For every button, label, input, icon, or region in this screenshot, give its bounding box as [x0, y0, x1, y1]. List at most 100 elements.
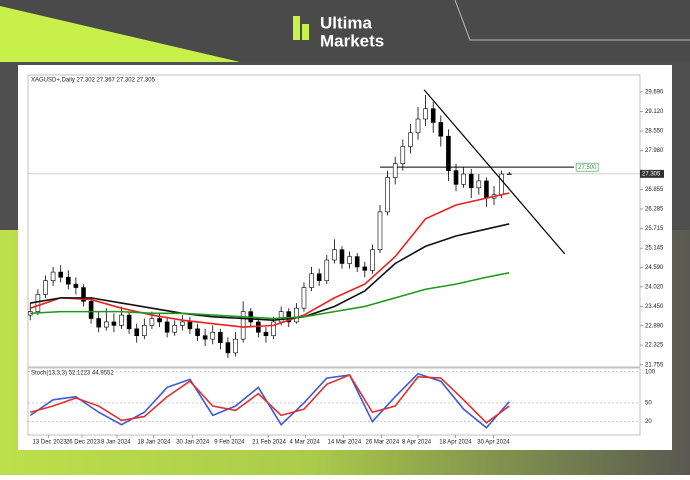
candle-body [65, 276, 71, 285]
candle-body [370, 249, 375, 271]
candle-body [362, 266, 368, 271]
y-tick-label: 23.450 [645, 304, 664, 310]
candle-body [134, 328, 140, 337]
candle-body [43, 280, 48, 295]
logo: Ultima Markets [293, 13, 384, 50]
y-tick-label: 26.855 [645, 187, 664, 193]
y-tick-label: 25.145 [645, 246, 664, 252]
y-tick-label: 28.550 [645, 129, 664, 135]
y-tick-label: 24.590 [645, 265, 664, 271]
candle-body [499, 173, 504, 195]
candle-body [484, 180, 489, 199]
candle-body [271, 321, 276, 337]
x-tick-label: 13 Dec 2023 [33, 440, 68, 446]
candle-body [73, 283, 79, 288]
moving-average [30, 271, 510, 320]
candle-body [202, 335, 208, 340]
logo-bar [293, 16, 300, 40]
candle-body [210, 331, 216, 340]
candle-body [438, 122, 444, 137]
candle-body [301, 287, 307, 309]
candle-body [294, 307, 299, 323]
y-tick-label: 20 [645, 419, 652, 425]
candle-body [164, 321, 170, 333]
y-tick-label: 24.020 [645, 284, 664, 290]
price-panel [27, 74, 641, 368]
candle-body [385, 177, 390, 213]
candle-body [187, 321, 193, 330]
y-tick-label: 22.325 [645, 343, 664, 349]
x-tick-label: 8 Jan 2024 [101, 440, 131, 446]
x-tick-label: 30 Jan 2024 [176, 440, 210, 446]
trendline [423, 89, 566, 255]
candle-body [354, 256, 360, 268]
x-tick-label: 8 Apr 2024 [402, 440, 432, 446]
x-tick-label: 18 Apr 2024 [439, 440, 472, 446]
chart-frame [18, 65, 672, 450]
candle-body [446, 135, 451, 171]
moving-average [30, 223, 510, 322]
candle-body [225, 342, 231, 354]
candle-body [453, 170, 459, 185]
logo-bar [302, 24, 309, 40]
candle-body [126, 314, 132, 330]
candle-body [468, 173, 474, 189]
last-price-label: 27.305 [642, 171, 661, 177]
candle-body [339, 249, 345, 264]
candle-body [81, 287, 86, 302]
x-tick-label: 21 Feb 2024 [252, 440, 286, 446]
x-tick-label: 9 Feb 2024 [214, 440, 245, 446]
hline-label-box [575, 162, 599, 172]
candle-body [180, 321, 185, 326]
moving-average [30, 192, 510, 328]
stoch-panel [27, 367, 641, 436]
candle-body [195, 328, 200, 337]
candle-body [172, 325, 178, 333]
hline-label: 27.500 [578, 165, 597, 171]
last-price-box [640, 169, 664, 178]
chart-title: XAGUSD+,Daily 27.302 27.367 27.302 27.30… [31, 78, 156, 84]
y-tick-label: 29.120 [645, 109, 664, 115]
candle-body [233, 338, 238, 354]
candle-body [476, 180, 482, 189]
candle-body [218, 331, 223, 343]
candle-body [263, 331, 269, 337]
candle-body [88, 301, 94, 319]
candle-body [142, 325, 147, 337]
candle-body [111, 321, 117, 326]
y-tick-label: 29.690 [645, 89, 664, 95]
y-tick-label: 26.285 [645, 207, 664, 213]
candle-body [400, 146, 406, 165]
bg-lime [0, 6, 240, 62]
stoch-title: Stoch(13,3,3) 52.1223 44.9552 [31, 371, 114, 377]
candle-body [35, 294, 41, 312]
candle-body [149, 318, 155, 326]
candle-body [461, 173, 466, 185]
y-tick-label: 21.755 [645, 362, 664, 368]
candle-body [278, 311, 284, 323]
candle-body [423, 108, 428, 120]
candle-body [392, 163, 398, 178]
y-tick-label: 100 [645, 369, 656, 375]
y-tick-label: 25.715 [645, 226, 664, 232]
x-tick-label: 18 Jan 2024 [137, 440, 171, 446]
candle-body [50, 271, 56, 281]
x-tick-label: 30 Apr 2024 [477, 440, 510, 446]
x-tick-label: 14 Mar 2024 [328, 440, 362, 446]
candle-body [309, 273, 314, 288]
x-tick-label: 4 Mar 2024 [289, 440, 320, 446]
candle-body [240, 311, 246, 340]
brand-bottom: Markets [320, 31, 384, 50]
decor-line [454, 0, 690, 41]
candle-body [157, 318, 162, 323]
x-tick-label: 26 Mar 2024 [366, 440, 400, 446]
candle-body [96, 318, 102, 328]
x-tick-label: 26 Dec 2023 [66, 440, 101, 446]
candle-body [324, 259, 330, 281]
y-tick-label: 22.890 [645, 323, 664, 329]
candle-body [347, 256, 352, 264]
candle-body [119, 314, 124, 326]
y-tick-label: 27.980 [645, 148, 664, 154]
